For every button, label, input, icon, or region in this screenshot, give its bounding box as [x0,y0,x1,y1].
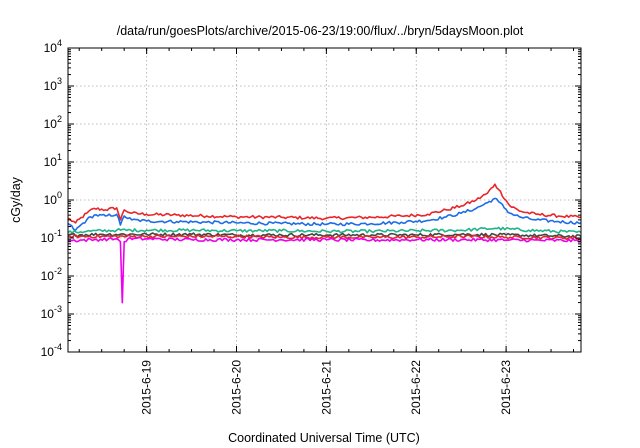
y-tick-label: 102 [44,114,62,131]
x-tick-label: 2015-6-19 [140,360,154,415]
x-tick-label: 2015-6-21 [319,360,333,415]
y-tick-label: 10-2 [41,266,62,283]
y-tick-label: 101 [44,152,62,169]
x-tick-label: 2015-6-20 [230,360,244,415]
y-axis-label: cGy/day [9,176,23,223]
y-tick-label: 104 [44,38,62,55]
series-line-6 [67,236,582,304]
series-line-1 [67,183,581,224]
y-tick-label: 10-4 [41,342,62,359]
chart-title: /data/run/goesPlots/archive/2015-06-23/1… [117,24,524,38]
series-line-2 [67,197,582,231]
y-tick-label: 100 [44,190,62,207]
series-line-5 [67,234,582,240]
y-axis: 10-4 10-3 10-2 10-1 100 101 102 103 104 [41,38,581,359]
grid [68,48,581,352]
y-tick-label: 10-1 [41,228,62,245]
y-tick-label: 103 [44,76,62,93]
series-line-3 [67,226,582,234]
x-tick-label: 2015-6-23 [499,360,513,415]
x-tick-label: 2015-6-22 [409,360,423,415]
x-axis-label: Coordinated Universal Time (UTC) [228,431,420,445]
series-layer [67,183,582,304]
x-axis: 2015-6-19 2015-6-20 2015-6-21 2015-6-22 2015… [78,48,575,415]
y-tick-label: 10-3 [41,304,62,321]
